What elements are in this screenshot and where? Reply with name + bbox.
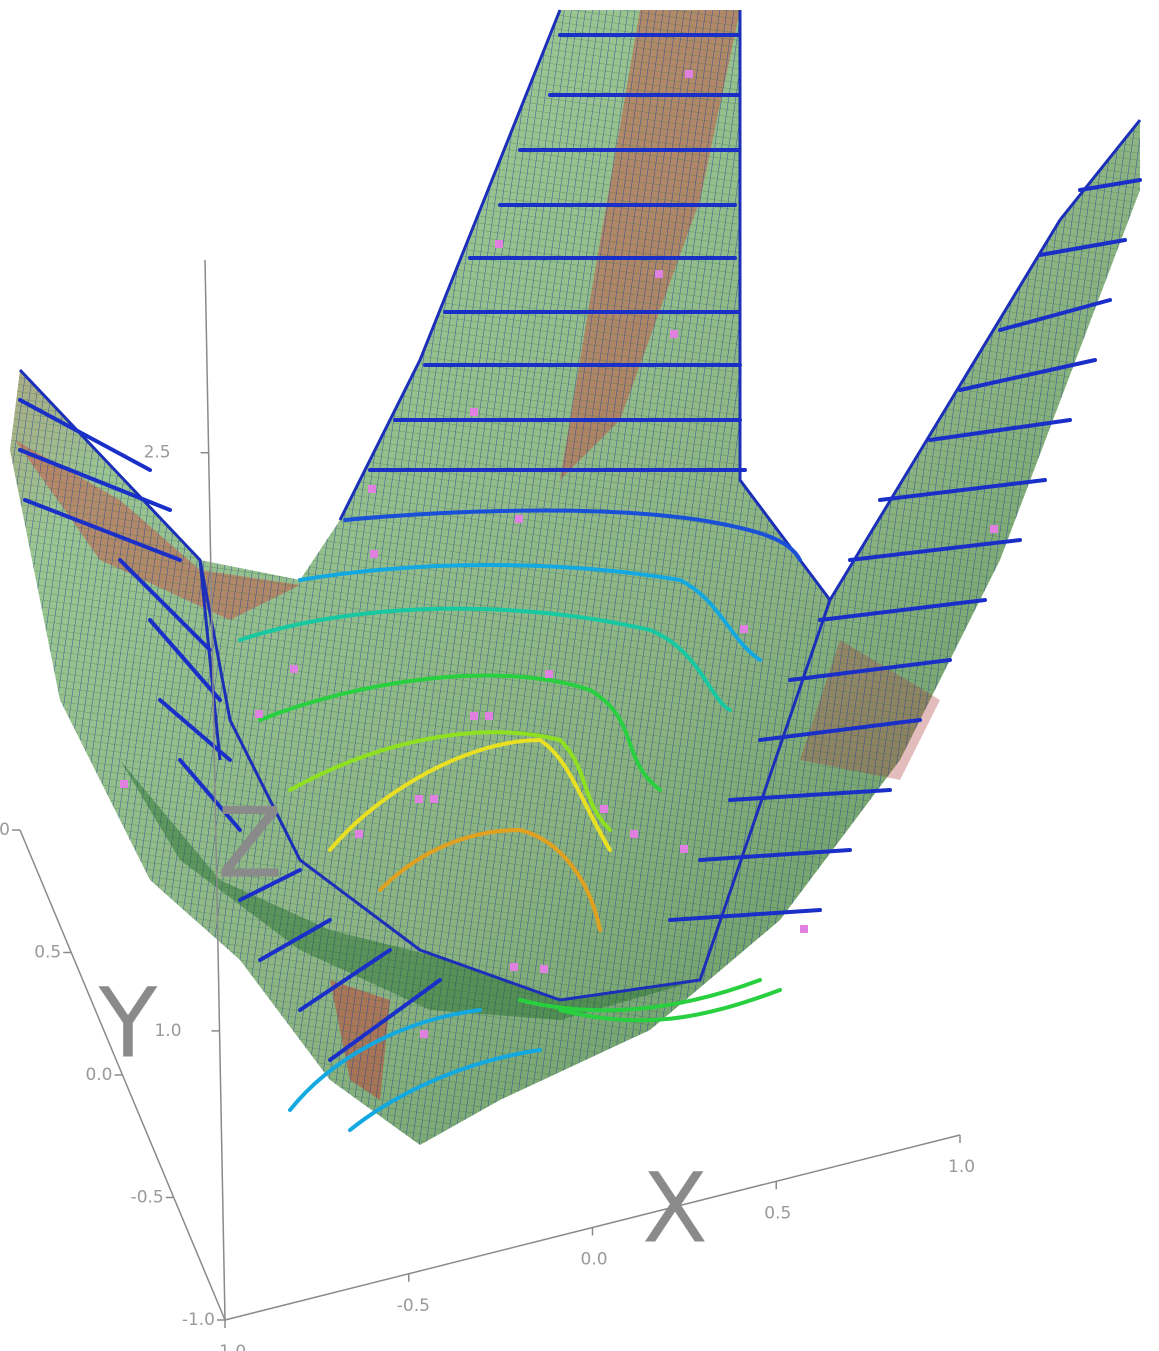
z-axis-line: [204, 259, 226, 1321]
x-tick-label: 1.0: [948, 1157, 975, 1177]
y-tick-label: 0.0: [85, 1065, 112, 1085]
y-axis-label: Y: [98, 967, 158, 1079]
surface: [10, 9, 1142, 1145]
x-tick-label: 0.5: [764, 1203, 791, 1223]
sample-points: [120, 70, 998, 1038]
y-tick-label: -0.5: [131, 1188, 164, 1208]
contours: [18, 33, 1142, 1132]
z-tick-label: 2.5: [144, 443, 171, 463]
surface-front-fold: [120, 760, 700, 1020]
axes: -1.0 -0.5 0.0 0.5 1.0 -1.0 -0.5 0.0 0.5 1.0 1.0 2.5: [0, 259, 975, 1351]
surface-mesh: [10, 10, 1140, 1145]
x-tick-label: 0.0: [581, 1250, 608, 1270]
z-tick-label: 1.0: [154, 1021, 181, 1041]
x-tick-label: -0.5: [397, 1296, 430, 1316]
y-tick-label: -1.0: [182, 1310, 215, 1330]
z-axis-label: Z: [217, 787, 283, 899]
x-axis-label: X: [642, 1152, 708, 1264]
x-tick-label: -1.0: [213, 1342, 246, 1351]
y-tick-label: 1.0: [0, 820, 10, 840]
surface-edge: [18, 9, 1142, 1002]
y-tick-label: 0.5: [34, 943, 61, 963]
